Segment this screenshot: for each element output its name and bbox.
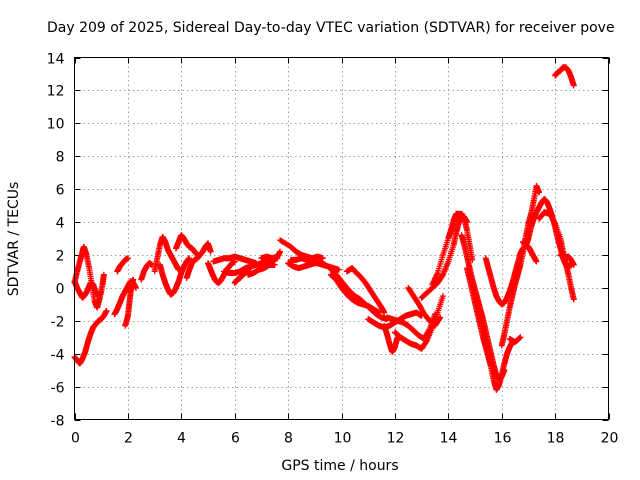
- data-point: [98, 288, 105, 295]
- data-point: [533, 258, 540, 265]
- series-arc-22: [327, 271, 382, 316]
- y-tick-label: 2: [56, 249, 65, 265]
- series-arc-15: [231, 263, 254, 286]
- data-point: [103, 307, 110, 314]
- y-tick-label: 4: [56, 216, 65, 232]
- axis-ticks: 0 2 4 6 8 10 12 14 16 18 20 -8 -6 -4 -2 0 2 4 6 8 10 12 14: [47, 52, 619, 447]
- series-arc-7: [138, 260, 155, 283]
- y-tick-label: -2: [51, 315, 65, 331]
- data-point: [335, 266, 342, 273]
- series-arc-6: [114, 255, 131, 275]
- data-point: [517, 334, 524, 341]
- data-point: [431, 311, 438, 318]
- series-arc-39: [557, 251, 577, 268]
- data-point: [130, 276, 137, 283]
- series-arc-13: [210, 253, 260, 267]
- x-tick-label: 14: [440, 431, 458, 447]
- series-arc-11: [183, 240, 214, 281]
- y-tick-label: 8: [56, 150, 65, 166]
- data-point: [207, 248, 214, 255]
- data-point: [439, 272, 446, 279]
- series-arc-30: [429, 210, 476, 288]
- series-arc-34: [498, 182, 543, 349]
- series-arc-32: [463, 265, 516, 393]
- y-tick-label: 14: [47, 52, 65, 68]
- x-tick-label: 2: [124, 431, 133, 447]
- y-tick-label: -6: [51, 381, 65, 397]
- x-tick-label: 8: [284, 431, 293, 447]
- series-arc-4: [111, 278, 139, 318]
- plot-frame: [74, 57, 609, 420]
- series-arc-16: [245, 261, 278, 278]
- y-tick-label: 0: [56, 282, 65, 298]
- data-point: [570, 82, 577, 89]
- data-point: [319, 255, 326, 262]
- series-arc-2: [71, 243, 107, 311]
- data-point: [536, 189, 543, 196]
- series-arc-9: [156, 255, 193, 298]
- y-tick-label: -4: [51, 348, 65, 364]
- series-arc-40: [552, 64, 577, 89]
- x-tick-label: 18: [547, 431, 565, 447]
- x-axis-label: GPS time / hours: [281, 458, 398, 474]
- data-point: [271, 261, 278, 268]
- x-tick-label: 10: [334, 431, 352, 447]
- y-tick-label: 10: [47, 117, 65, 133]
- series-arc-17: [258, 248, 284, 262]
- series-arc-8: [151, 233, 182, 275]
- series-arc-28: [405, 284, 444, 329]
- chart-title: Day 209 of 2025, Sidereal Day-to-day VTE…: [47, 20, 615, 36]
- data-point: [551, 219, 558, 226]
- data-point: [570, 261, 577, 268]
- data-point: [436, 315, 443, 322]
- y-axis-label: SDTVAR / TECUs: [6, 182, 22, 297]
- data-point: [375, 309, 382, 316]
- x-tick-label: 12: [387, 431, 405, 447]
- series-arc-1: [71, 307, 110, 367]
- data-point: [381, 309, 388, 316]
- series-arc-10: [172, 232, 201, 258]
- data-point: [100, 271, 107, 278]
- y-tick-label: -8: [51, 414, 65, 430]
- series-arc-31: [458, 232, 508, 384]
- series-arc-35: [506, 334, 524, 346]
- data-point: [439, 293, 446, 300]
- x-tick-label: 0: [71, 431, 80, 447]
- data-point: [124, 255, 131, 262]
- data-point: [425, 327, 432, 334]
- series-arc-5: [122, 276, 137, 329]
- y-tick-label: 12: [47, 84, 65, 100]
- series-arc-3: [71, 278, 105, 301]
- x-tick-label: 16: [494, 431, 512, 447]
- data-point: [186, 255, 193, 262]
- data-point: [437, 314, 444, 321]
- data-point: [570, 296, 577, 303]
- series-arc-23: [343, 265, 388, 316]
- x-tick-label: 20: [601, 431, 619, 447]
- x-tick-label: 4: [177, 431, 186, 447]
- data-point: [247, 263, 254, 270]
- y-tick-label: 6: [56, 183, 65, 199]
- data-point: [277, 248, 284, 255]
- data-points: [71, 64, 577, 393]
- x-tick-label: 6: [231, 431, 240, 447]
